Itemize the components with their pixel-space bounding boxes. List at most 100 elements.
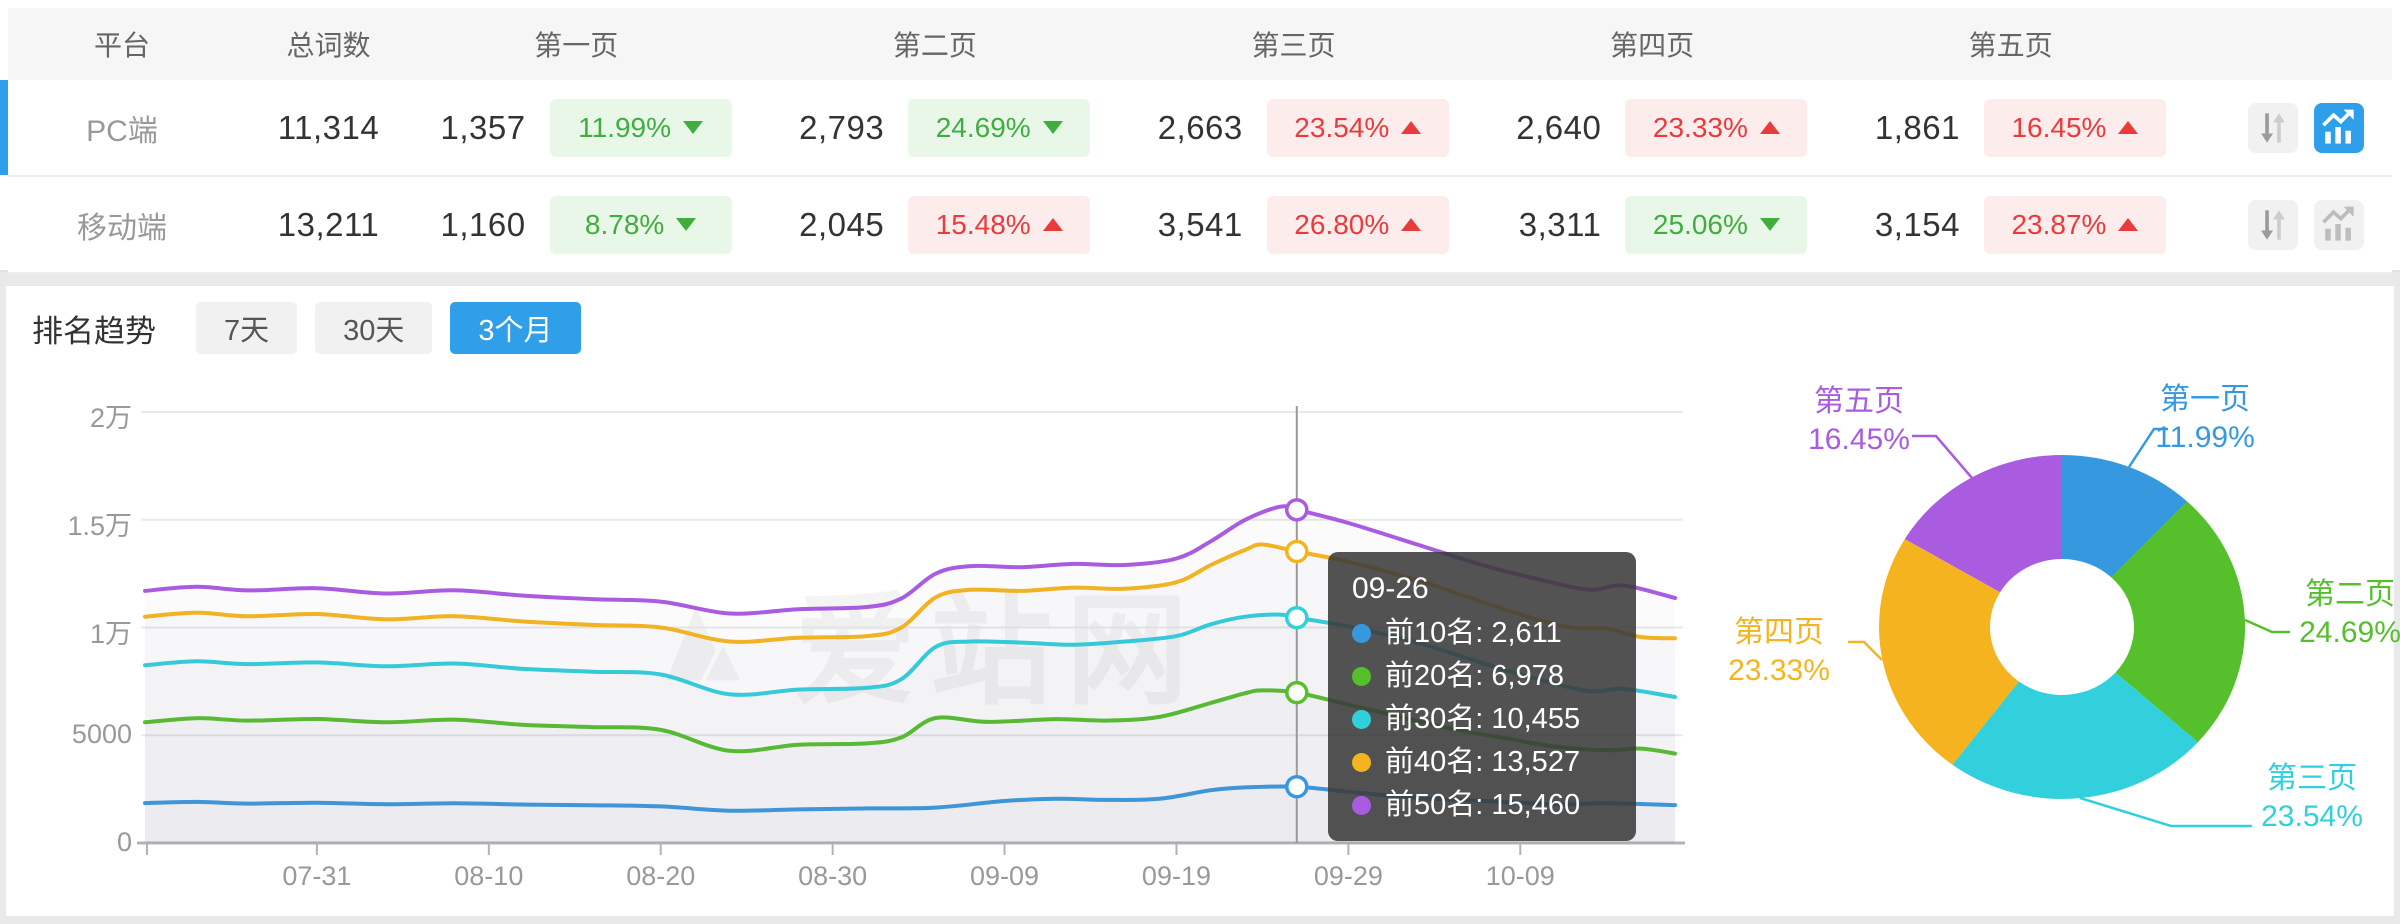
change-badge: 26.80% [1266, 195, 1449, 254]
page-cell-4: 3,311 25.06% [1497, 195, 1856, 254]
x-axis-label: 08-10 [454, 861, 524, 891]
trend-chart-icon [2322, 109, 2354, 144]
change-pct: 24.69% [935, 111, 1031, 143]
page-count: 3,311 [1518, 205, 1602, 243]
series-dot-icon [1352, 667, 1371, 686]
table-row-pc[interactable]: PC端 11,314 1,357 11.99% 2,793 24.69% 2,663 23.5… [0, 80, 2392, 177]
change-pct: 11.99% [578, 111, 672, 143]
series-line [143, 504, 1677, 616]
tooltip-row: 前10名: 2,611 [1352, 612, 1612, 655]
page-count: 1,861 [1874, 108, 1960, 146]
table-body: PC端 11,314 1,357 11.99% 2,793 24.69% 2,663 23.5… [0, 80, 2392, 274]
header-page-label: 第五页 [1968, 30, 2053, 61]
sort-button[interactable] [2247, 102, 2298, 153]
platform-label: PC端 [86, 114, 158, 148]
header-total: 总词数 [286, 30, 371, 61]
x-axis-label: 08-20 [626, 861, 696, 891]
change-badge: 24.69% [908, 98, 1091, 157]
y-axis-label: 1.5万 [67, 510, 132, 541]
x-axis-label: 09-09 [970, 861, 1040, 891]
donut-slice-1[interactable] [2062, 455, 2188, 578]
change-pct: 15.48% [935, 208, 1031, 240]
x-axis-label: 09-19 [1141, 861, 1211, 891]
donut-slice-3[interactable] [1952, 672, 2198, 799]
x-axis-label: 08-30 [798, 861, 868, 891]
tooltip-text: 前10名: 2,611 [1385, 617, 1562, 649]
donut-slice-5[interactable] [1904, 455, 2062, 593]
header-page-2: 第二页 [780, 24, 1139, 64]
triangle-up-icon [1759, 121, 1780, 134]
table-row-mobile[interactable]: 移动端 13,211 1,160 8.78% 2,045 15.48% 3,541 26.80… [8, 177, 2392, 274]
change-pct: 25.06% [1652, 208, 1748, 240]
page-cell-2: 2,045 15.48% [780, 195, 1139, 254]
change-pct: 23.87% [2011, 208, 2107, 240]
x-axis-label: 09-29 [1313, 861, 1383, 891]
series-dot-icon [1352, 710, 1371, 729]
tooltip-row: 前30名: 10,455 [1352, 698, 1612, 741]
hover-marker [1285, 680, 1309, 705]
donut-label-name: 第二页 [2305, 578, 2395, 611]
hover-marker [1285, 539, 1309, 564]
page-count: 2,045 [799, 205, 885, 243]
header-platform: 平台 [93, 30, 150, 61]
donut-slice-4[interactable] [1879, 539, 2019, 765]
page-cell-5: 3,154 23.87% [1855, 195, 2214, 254]
change-badge: 16.45% [1983, 98, 2166, 157]
sort-arrows-icon [2261, 209, 2285, 240]
change-badge: 25.06% [1625, 195, 1808, 254]
table-header: 平台 总词数 第一页 第二页 第三页 第四页 第五页 [8, 8, 2392, 80]
y-axis-label: 5000 [71, 719, 132, 750]
page-cell-4: 2,640 23.33% [1497, 98, 1856, 157]
section-title: 排名趋势 [32, 313, 156, 349]
triangle-down-icon [683, 121, 704, 134]
donut-label-pct: 11.99% [2155, 421, 2255, 454]
tooltip-row: 前50名: 15,460 [1352, 784, 1612, 827]
y-axis-label: 1万 [89, 618, 132, 649]
total-cell: 13,211 [236, 206, 421, 244]
change-badge: 23.33% [1625, 98, 1808, 157]
trend-chart-button[interactable] [2313, 199, 2364, 250]
donut-leader-line [1912, 434, 1973, 479]
page-count: 3,154 [1874, 205, 1960, 243]
tooltip-text: 前40名: 13,527 [1385, 746, 1581, 778]
page-count: 3,541 [1157, 205, 1243, 243]
page-count: 1,357 [440, 108, 526, 146]
change-badge: 23.87% [1983, 195, 2166, 254]
trend-and-donut-chart-svg[interactable] [6, 286, 2394, 916]
chart-tooltip: 09-26 前10名: 2,611 前20名: 6,978 前30名: 10,455… [1328, 552, 1636, 841]
triangle-up-icon [1401, 218, 1422, 231]
series-dot-icon [1352, 753, 1371, 772]
platform-label: 移动端 [77, 211, 167, 245]
tab-range-2[interactable]: 3个月 [450, 302, 581, 354]
x-axis-label: 10-09 [1485, 861, 1555, 891]
change-pct: 23.33% [1652, 111, 1748, 143]
header-page-label: 第二页 [892, 30, 977, 61]
donut-label-name: 第四页 [1734, 616, 1824, 649]
row-actions [2214, 199, 2392, 250]
change-badge: 23.54% [1266, 98, 1449, 157]
tab-range-0[interactable]: 7天 [196, 302, 298, 354]
donut-label-2: 第二页 24.69% [2262, 576, 2400, 652]
change-badge: 8.78% [549, 195, 732, 254]
platform-cell: 移动端 [8, 203, 236, 247]
trend-chart-button[interactable] [2313, 102, 2364, 153]
tooltip-row: 前20名: 6,978 [1352, 655, 1612, 698]
header-page-5: 第五页 [1855, 24, 2214, 64]
sort-button[interactable] [2247, 199, 2298, 250]
triangle-up-icon [1401, 121, 1422, 134]
donut-slice-2[interactable] [2111, 501, 2246, 743]
series-dot-icon [1352, 624, 1371, 643]
tab-range-1[interactable]: 30天 [315, 302, 433, 354]
hover-marker [1285, 774, 1309, 799]
change-pct: 23.54% [1294, 111, 1390, 143]
tooltip-row: 前40名: 13,527 [1352, 741, 1612, 784]
tooltip-date: 09-26 [1352, 572, 1429, 605]
page-cell-2: 2,793 24.69% [780, 98, 1139, 157]
triangle-down-icon [1759, 218, 1780, 231]
page-count: 2,640 [1516, 108, 1602, 146]
hover-marker [1285, 605, 1309, 630]
platform-cell: PC端 [8, 106, 236, 150]
total-value: 13,211 [277, 205, 380, 243]
donut-leader-line [2127, 427, 2168, 468]
